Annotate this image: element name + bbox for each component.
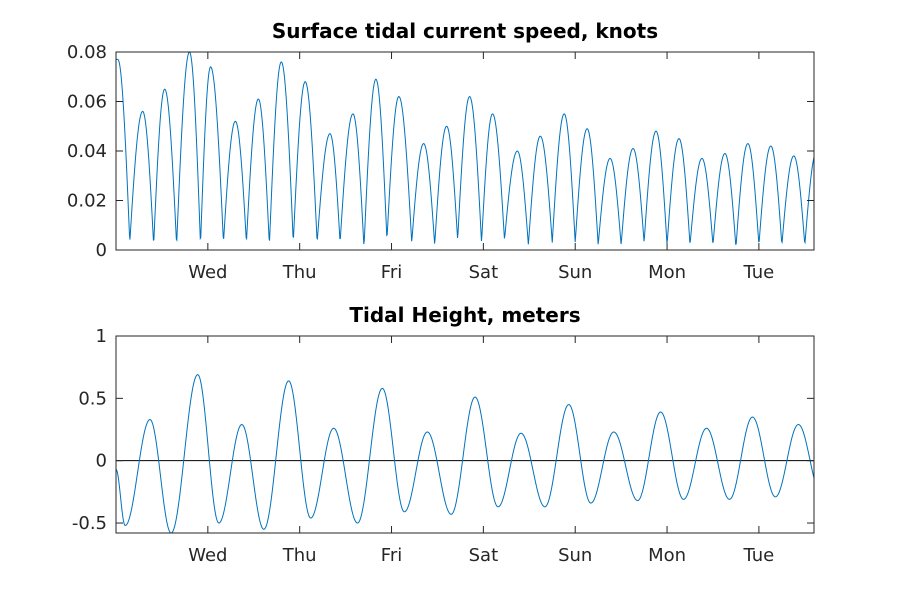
x-tick-label: Wed [188,262,227,283]
x-tick-label: Sun [558,545,592,566]
chart-title: Surface tidal current speed, knots [272,19,658,43]
x-tick-label: Wed [188,545,227,566]
x-tick-label: Sun [558,262,592,283]
series-line [116,374,814,533]
tidal-height-panel: Tidal Height, meters -0.5 0 0.5 1 Wed Thu Fri Sa… [72,303,815,566]
axes-box [115,51,815,251]
y-tick-label: 0.04 [67,141,107,162]
x-tick-label: Tue [743,262,775,283]
x-tick-label: Fri [381,262,402,283]
x-tick-label: Thu [282,545,317,566]
y-tick-label: -0.5 [72,513,107,534]
current-speed-panel: Surface tidal current speed, knots 0 0.02 0… [67,19,815,283]
axes-box [115,335,815,534]
y-tick-label: 0.5 [78,388,107,409]
y-tick-label: 0.08 [67,42,107,63]
y-tick-label: 0.06 [67,92,107,113]
chart-title: Tidal Height, meters [349,303,580,327]
series-line [116,52,814,245]
y-tick-label: 0.02 [67,191,107,212]
x-tick-label: Fri [381,545,402,566]
y-tick-label: 0 [96,451,107,472]
y-tick-label: 1 [96,326,107,347]
x-tick-label: Sat [469,545,499,566]
x-tick-label: Mon [648,545,686,566]
x-tick-label: Sat [469,262,499,283]
y-tick-label: 0 [96,240,107,261]
x-tick-label: Mon [648,262,686,283]
x-tick-label: Thu [282,262,317,283]
x-tick-label: Tue [743,545,775,566]
